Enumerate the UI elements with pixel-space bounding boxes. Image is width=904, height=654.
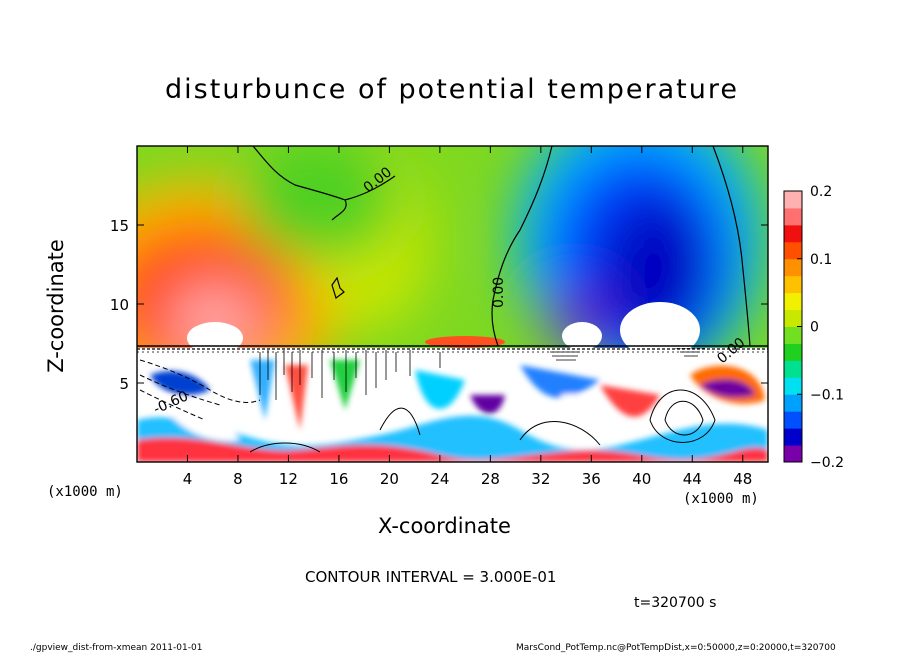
colorbar-swatch: [784, 394, 802, 412]
lower-field: [137, 348, 768, 462]
x-tick-label: 48: [733, 470, 752, 488]
x-tick-label: 20: [380, 470, 399, 488]
x-unit-label-left: (x1000 m): [47, 484, 123, 500]
colorbar-swatch: [784, 326, 802, 344]
colorbar-swatch: [784, 292, 802, 311]
chart-title: disturbunce of potential temperature: [165, 74, 739, 105]
colorbar-swatch: [784, 360, 802, 378]
zero-contours: [252, 146, 751, 347]
x-tick-label: 12: [279, 470, 298, 488]
colorbar: [783, 190, 803, 463]
colorbar-tick-label: 0: [810, 320, 819, 336]
y-tick-label: 10: [110, 296, 129, 314]
y-tick-label: 5: [119, 375, 129, 393]
x-tick-label: 36: [582, 470, 601, 488]
colorbar-swatch: [784, 224, 802, 243]
colorbar-swatch: [784, 343, 802, 361]
x-tick-label: 40: [632, 470, 651, 488]
x-tick-label: 32: [531, 470, 550, 488]
colorbar-swatch: [784, 377, 802, 395]
colorbar-swatch: [784, 275, 802, 294]
colorbar-swatch: [784, 241, 802, 260]
colorbar-tick-label: 0.2: [810, 184, 832, 200]
interface-band: [137, 345, 768, 353]
x-tick-label: 28: [481, 470, 500, 488]
x-axis-title: X-coordinate: [378, 514, 511, 538]
colorbar-swatch: [784, 445, 802, 463]
footer-left: ./gpview_dist-from-xmean 2011-01-01: [30, 643, 203, 653]
colorbar-swatch: [784, 207, 802, 226]
y-axis: 5 10 15: [110, 217, 768, 393]
colorbar-tick-label: 0.1: [810, 252, 832, 268]
x-tick-label: 4: [183, 470, 193, 488]
x-tick-label: 8: [233, 470, 243, 488]
x-tick-label: 44: [683, 470, 702, 488]
colorbar-swatch: [784, 428, 802, 446]
colorbar-swatch: [784, 411, 802, 429]
upper-field: [137, 146, 768, 348]
contour-label-0-middle: 0.00: [491, 277, 507, 308]
y-axis-title: Z-coordinate: [44, 239, 68, 373]
x-axis: 4 8 12 16 20 24 28 32 36 40 44 48: [183, 146, 752, 488]
y-tick-label: 15: [110, 217, 129, 235]
x-unit-label-right: (x1000 m): [683, 491, 759, 507]
colorbar-swatch: [784, 191, 802, 209]
time-label: t=320700 s: [634, 595, 717, 611]
colorbar-tick-label: −0.2: [810, 455, 844, 471]
contour-interval: CONTOUR INTERVAL = 3.000E-01: [305, 568, 557, 586]
colorbar-tick-label: −0.1: [810, 387, 844, 403]
colorbar-swatch: [784, 258, 802, 277]
colorbar-swatch: [784, 309, 802, 327]
footer-right: MarsCond_PotTemp.nc@PotTempDist,x=0:5000…: [516, 643, 836, 653]
colorbar-axis: 0.2 0.1 0 −0.1 −0.2: [797, 184, 844, 471]
x-tick-label: 16: [329, 470, 348, 488]
x-tick-label: 24: [430, 470, 449, 488]
